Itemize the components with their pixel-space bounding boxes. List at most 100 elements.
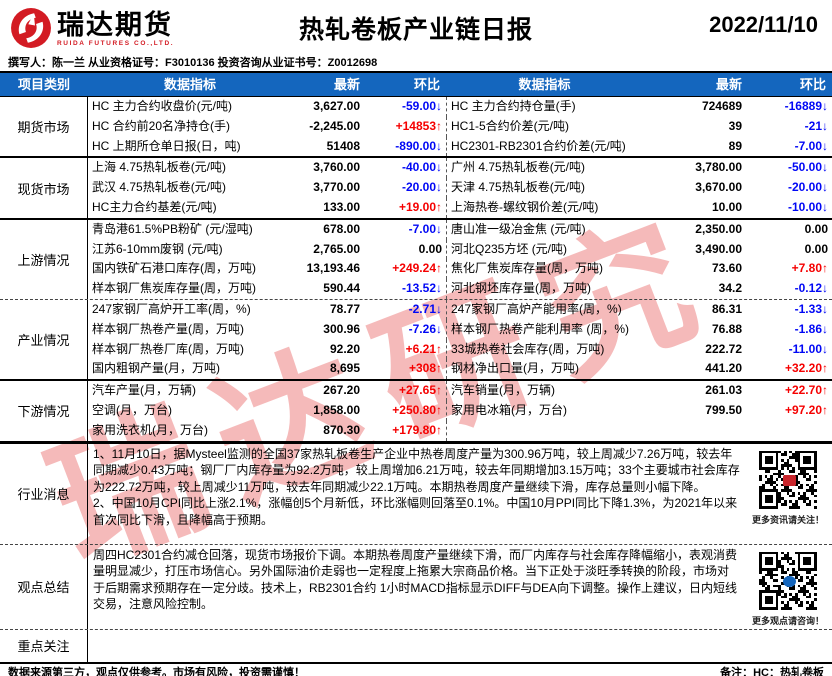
latest-value: 3,780.00 <box>695 160 742 175</box>
latest-value: 92.20 <box>329 341 360 356</box>
mom-value: -890.00↓ <box>395 138 442 153</box>
latest-value: 73.60 <box>711 261 742 276</box>
col-header-mom-left: 环比 <box>413 77 440 92</box>
mom-value: -7.00↓ <box>794 138 828 153</box>
latest-value: 34.2 <box>718 281 742 296</box>
indicator-label: 汽车销量(月，万辆) <box>446 381 643 401</box>
table-row: 江苏6-10mm废钢 (元/吨) 2,765.00 0.00 河北Q235方坯 (元/… <box>88 239 832 260</box>
indicator-label: HC 合约前20名净持仓(手) <box>92 118 231 133</box>
mom-value: +308↑ <box>408 361 442 376</box>
mom-value: 0.00 <box>804 221 828 236</box>
mom-value: -10.00↓ <box>787 199 828 214</box>
mom-value: -7.00↓ <box>408 221 442 236</box>
mom-value: +179.80↑ <box>392 422 442 437</box>
table-row: 247家钢厂高炉开工率(周，%) 78.77 -2.71↓ 247家钢厂高炉产能用率(… <box>88 299 832 320</box>
latest-value: 78.77 <box>329 301 360 316</box>
latest-value: 51408 <box>326 138 360 153</box>
page-title: 热轧卷板产业链日报 <box>298 16 533 44</box>
col-header-latest-left: 最新 <box>333 77 360 92</box>
latest-value: 267.20 <box>323 383 360 398</box>
table-row: 青岛港61.5%PB粉矿 (元/湿吨) 678.00 -7.00↓ 唐山准一级冶金焦 … <box>88 219 832 240</box>
indicator-label: 武汉 4.75热轧板卷(元/吨) <box>92 180 227 195</box>
table-row: 样本钢厂焦炭库存量(周，万吨) 590.44 -13.52↓ 河北钢坯库存量(周，万吨… <box>88 279 832 299</box>
indicator-label: HC 主力合约收盘价(元/吨) <box>92 99 232 113</box>
logo-en-text: RUIDA FUTURES CO.,LTD. <box>57 39 175 47</box>
category-focus: 重点关注 <box>0 629 88 662</box>
latest-value: 678.00 <box>323 221 360 236</box>
report-date: 2022/11/10 <box>709 12 818 37</box>
news-paragraph: 2、中国10月CPI同比上涨2.1%，涨幅创5个月新低，环比涨幅则回落至0.1%… <box>93 496 738 527</box>
category-label: 上游情况 <box>0 219 88 299</box>
latest-value: 8,695 <box>329 361 360 376</box>
indicator-label: HC 主力合约持仓量(手) <box>446 97 643 117</box>
latest-value: 2,765.00 <box>313 241 360 256</box>
mom-value: +7.80↑ <box>791 261 828 276</box>
indicator-label: 247家钢厂高炉开工率(周，%) <box>92 301 251 316</box>
indicator-label: 样本钢厂热卷厂库(周，万吨) <box>92 341 244 356</box>
table-row: 武汉 4.75热轧板卷(元/吨) 3,770.00 -20.00↓ 天津 4.75热轧… <box>88 178 832 198</box>
mom-value: +14853↑ <box>395 118 442 133</box>
table-row: 上海 4.75热轧板卷(元/吨) 3,760.00 -40.00↓ 广州 4.75热轧… <box>88 158 832 179</box>
news-paragraph: 1、11月10日，据Mysteel监测的全国37家热轧板卷生产企业中热卷周度产量… <box>93 446 740 494</box>
latest-value <box>643 421 748 441</box>
indicator-label: 上海 4.75热轧板卷(元/吨) <box>92 160 227 175</box>
qr-caption-opinion: 更多观点请咨询！ <box>751 615 824 626</box>
mom-value: -16889↓ <box>784 99 828 113</box>
mom-value: +6.21↑ <box>405 341 442 356</box>
latest-value: 1,858.00 <box>313 402 360 417</box>
section-news: 行业消息 1、11月10日，据Mysteel监测的全国37家热轧板卷生产企业中热… <box>0 440 832 544</box>
latest-value: 799.50 <box>705 402 742 417</box>
mom-value: +250.80↑ <box>392 402 442 417</box>
latest-value: 39 <box>728 118 742 133</box>
indicator-label: 天津 4.75热轧板卷(元/吨) <box>446 178 643 198</box>
latest-value: 76.88 <box>711 321 742 336</box>
table-row: HC 上期所仓单日报(日，吨) 51408 -890.00↓ HC2301-RB230… <box>88 136 832 157</box>
mom-value: -1.86↓ <box>794 321 828 336</box>
table-row: 汽车产量(月，万辆) 267.20 +27.65↑ 汽车销量(月，万辆) 261.03 +… <box>88 381 832 401</box>
section-opinion: 观点总结 周四HC2301合约减仓回落，现货市场报价下调。本期热卷周度产量继续下… <box>0 543 832 629</box>
latest-value: 3,770.00 <box>313 180 360 195</box>
section-focus: 重点关注 <box>0 628 832 662</box>
indicator-label: HC主力合约基差(元/吨) <box>92 199 217 214</box>
mom-value: -0.12↓ <box>794 281 828 296</box>
col-header-indicator-right: 数据指标 <box>518 77 571 92</box>
latest-value: 2,350.00 <box>695 221 742 236</box>
col-header-mom-right: 环比 <box>799 77 826 92</box>
qr-center-logo-red <box>783 474 796 486</box>
latest-value: 3,670.00 <box>695 180 742 195</box>
author-line: 撰写人：陈一兰 从业资格证号：F3010136 投资咨询从业证书号：Z00126… <box>0 56 832 73</box>
latest-value: 300.96 <box>323 321 360 336</box>
report-header: 瑞达期货 RUIDA FUTURES CO.,LTD. 热轧卷板产业链日报 20… <box>0 0 832 56</box>
focus-content <box>88 630 832 662</box>
mom-value: +19.00↑ <box>398 199 442 214</box>
latest-value: 590.44 <box>323 281 360 296</box>
section-1: 现货市场 上海 4.75热轧板卷(元/吨) 3,760.00 -40.00↓ 广州 4.… <box>0 156 832 218</box>
latest-value: 222.72 <box>705 341 742 356</box>
indicator-label: 青岛港61.5%PB粉矿 (元/湿吨) <box>92 221 253 236</box>
mom-value: -1.33↓ <box>794 301 828 316</box>
latest-value: 3,627.00 <box>313 99 360 113</box>
mom-value: -13.52↓ <box>401 281 442 296</box>
table-row: HC主力合约基差(元/吨) 133.00 +19.00↑ 上海热卷-螺纹钢价差(元/吨… <box>88 197 832 218</box>
indicator-label: 汽车产量(月，万辆) <box>92 383 196 398</box>
latest-value: 724689 <box>701 99 742 113</box>
mom-value: +97.20↑ <box>784 402 828 417</box>
mom-value: -50.00↓ <box>787 160 828 175</box>
indicator-label: 家用洗衣机(月，万台) <box>92 422 208 437</box>
section-3: 产业情况 247家钢厂高炉开工率(周，%) 78.77 -2.71↓ 247家钢厂高炉产… <box>0 298 832 380</box>
indicator-label: 家用电冰箱(月，万台) <box>446 400 643 421</box>
category-label: 期货市场 <box>0 97 88 157</box>
indicator-label: HC2301-RB2301合约价差(元/吨) <box>446 136 643 157</box>
indicator-label <box>446 420 643 441</box>
table-row: 家用洗衣机(月，万台) 870.30 +179.80↑ <box>88 420 832 441</box>
latest-value: 10.00 <box>711 199 742 214</box>
indicator-label: HC1-5合约价差(元/吨) <box>446 116 643 137</box>
mom-value: -20.00↓ <box>401 180 442 195</box>
indicator-label: 焦化厂焦炭库存量(周，万吨) <box>446 259 643 280</box>
qr-center-logo-blue <box>783 575 796 587</box>
company-logo: 瑞达期货 RUIDA FUTURES CO.,LTD. <box>10 7 174 49</box>
opinion-paragraph: 周四HC2301合约减仓回落，现货市场报价下调。本期热卷周度产量继续下滑，而厂内… <box>93 547 738 612</box>
mom-value: -59.00↓ <box>401 99 442 113</box>
category-opinion: 观点总结 <box>0 544 88 629</box>
latest-value: 86.31 <box>711 301 742 316</box>
